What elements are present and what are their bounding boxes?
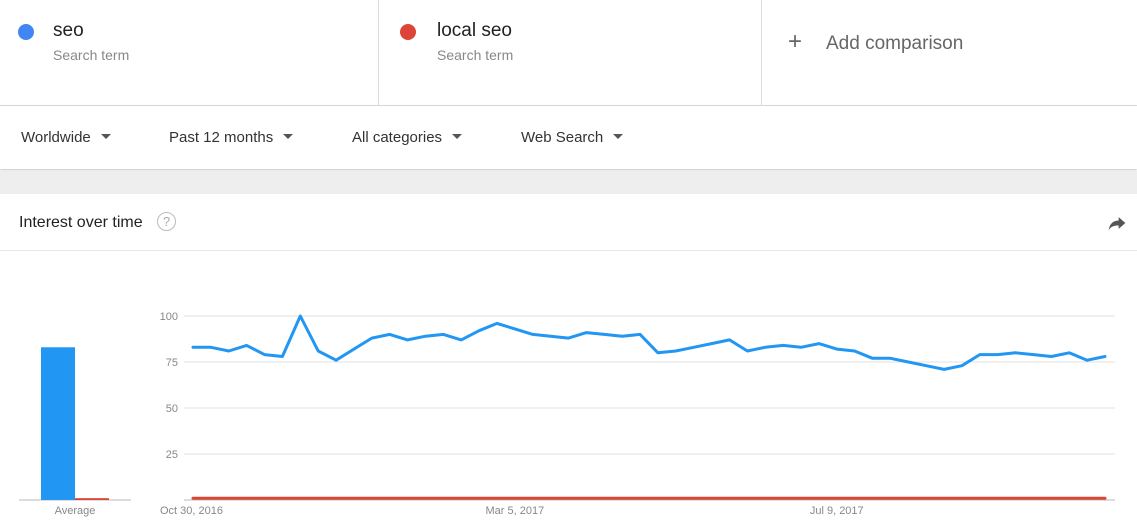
interest-over-time-chart: 25 50 75 100 Oct 30, 2016 Mar 5, 2017 Jul 9, 2… [19,311,1115,517]
average-bar-seo [41,347,75,500]
x-tick-label: Mar 5, 2017 [486,505,545,517]
term-name[interactable]: seo [53,20,84,41]
x-tick-label: Oct 30, 2016 [160,505,223,517]
add-comparison-label: Add comparison [826,33,964,54]
category-dropdown[interactable]: All categories [352,129,463,146]
card-title: Interest over time [19,214,143,231]
caret-down-icon [283,133,294,139]
term-local-seo[interactable]: local seo Search term [379,0,762,105]
term-name[interactable]: local seo [437,20,512,41]
y-tick-label: 50 [166,403,178,415]
section-divider [0,171,1137,194]
region-label: Worldwide [21,129,91,146]
term-type-label: Search term [437,47,514,63]
term-type-label: Search term [53,47,130,63]
term-seo[interactable]: seo Search term [0,0,379,105]
search-type-dropdown[interactable]: Web Search [521,129,624,146]
plus-icon: + [788,28,803,55]
caret-down-icon [613,133,624,139]
series-color-dot [400,24,416,40]
average-bar-local-seo [75,498,109,500]
series-line-seo [191,314,1107,371]
category-label: All categories [352,129,443,146]
add-comparison-button[interactable]: + Add comparison [762,0,1137,105]
x-tick-label: Jul 9, 2017 [810,505,864,517]
time-range-label: Past 12 months [169,129,274,146]
average-label: Average [55,505,96,517]
region-dropdown[interactable]: Worldwide [21,129,111,146]
interest-over-time-header: Interest over time ? [0,195,1137,251]
y-tick-label: 75 [166,357,178,369]
series-color-dot [18,24,34,40]
filters-bar: Worldwide Past 12 months All categories … [0,106,1137,169]
share-arrow-icon[interactable] [1106,213,1128,233]
search-terms-bar: seo Search term local seo Search term + … [0,0,1137,106]
caret-down-icon [100,133,111,139]
time-range-dropdown[interactable]: Past 12 months [169,129,294,146]
y-tick-label: 25 [166,449,178,461]
y-tick-label: 100 [160,311,178,323]
help-circle-icon[interactable]: ? [157,212,176,231]
search-type-label: Web Search [521,129,604,146]
caret-down-icon [452,133,463,139]
